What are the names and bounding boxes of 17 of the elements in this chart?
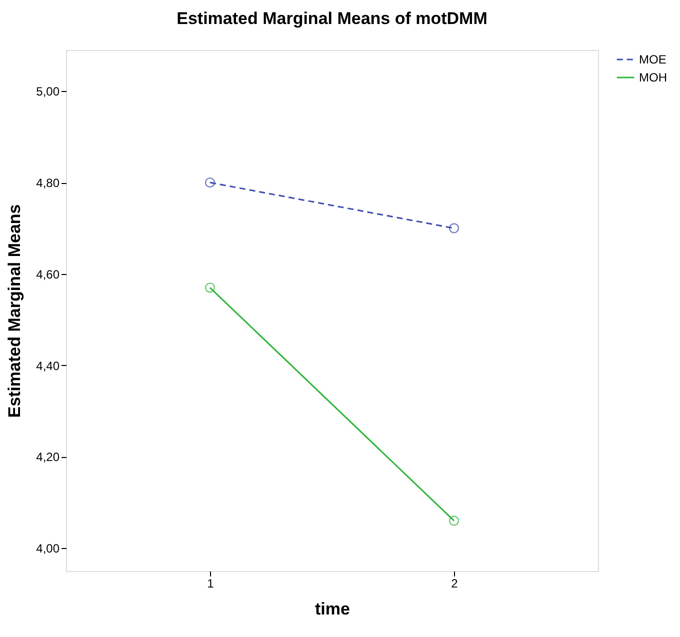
legend-label: MOE bbox=[639, 52, 666, 66]
point bbox=[204, 177, 216, 188]
x-tick-label: 1 bbox=[207, 576, 214, 590]
point bbox=[448, 223, 460, 234]
y-tick-label: 4,40 bbox=[36, 358, 60, 373]
x-axis-title: time bbox=[315, 600, 350, 618]
y-tick-label: 4,20 bbox=[36, 450, 60, 464]
x-tick-label: 2 bbox=[451, 576, 458, 590]
y-tick-label: 4,00 bbox=[36, 542, 60, 556]
point bbox=[448, 516, 460, 526]
chart-title: Estimated Marginal Means of motDMM bbox=[176, 9, 488, 28]
point bbox=[204, 282, 216, 293]
y-tick-label: 4,60 bbox=[36, 267, 60, 282]
y-axis-title: Estimated Marginal Means bbox=[5, 204, 24, 418]
legend-label: MOH bbox=[639, 70, 667, 84]
y-tick-label: 4,80 bbox=[36, 176, 60, 190]
y-tick-label: 5,00 bbox=[36, 84, 60, 99]
